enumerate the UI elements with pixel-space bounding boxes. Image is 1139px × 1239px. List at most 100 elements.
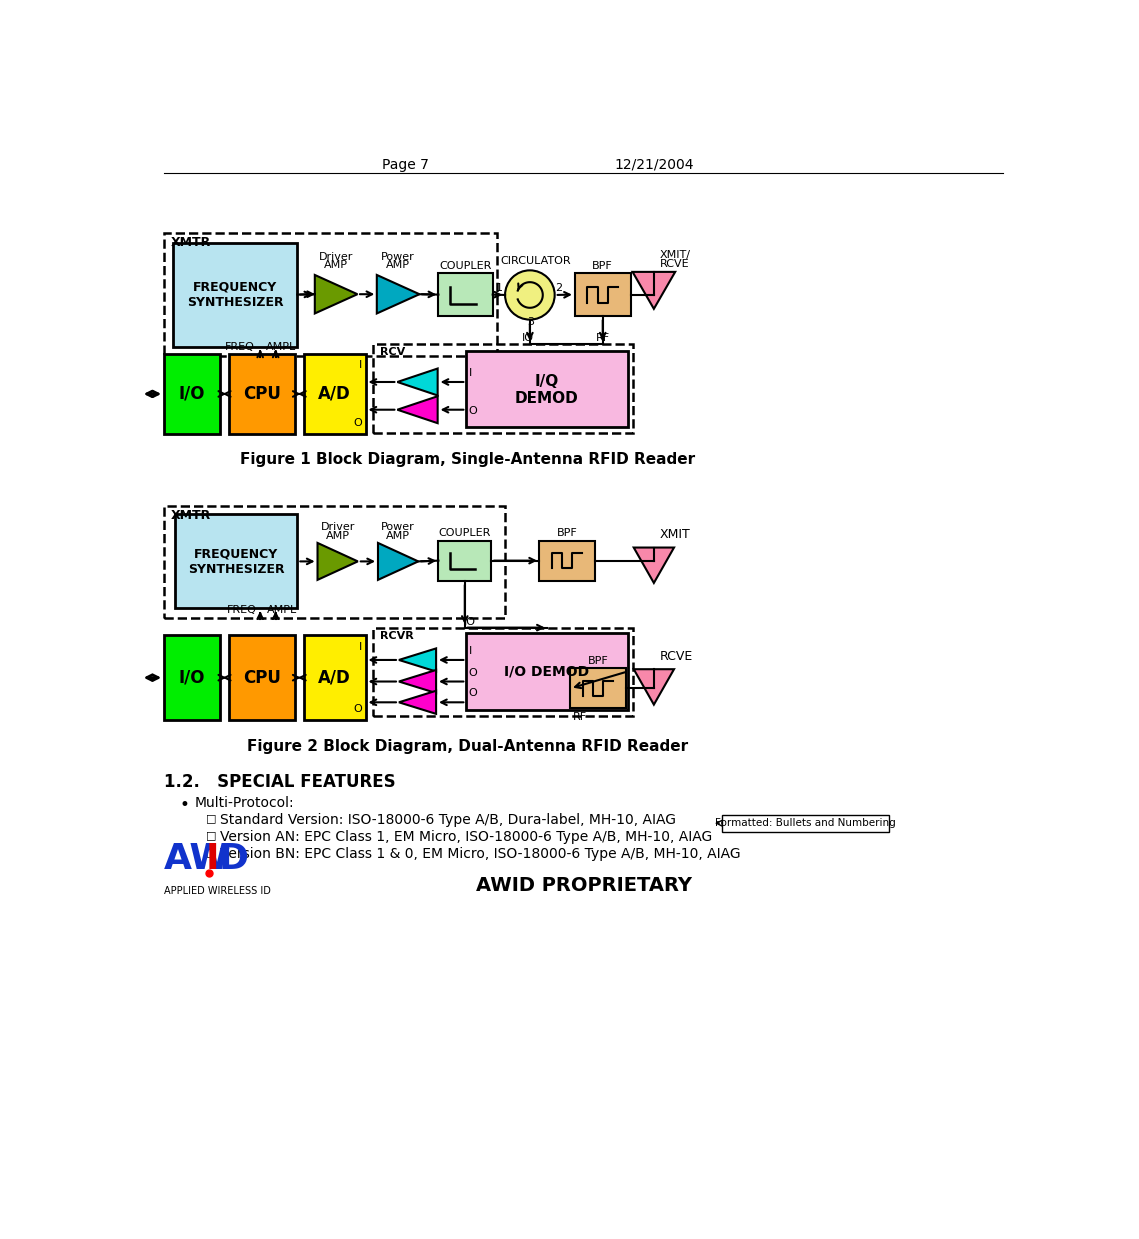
Bar bbox=[575, 274, 631, 316]
Text: Power: Power bbox=[382, 252, 415, 261]
Text: BPF: BPF bbox=[592, 261, 613, 271]
Text: □: □ bbox=[206, 847, 216, 857]
Text: I/O: I/O bbox=[179, 385, 205, 403]
Text: I: I bbox=[359, 642, 362, 652]
Bar bbox=[571, 668, 626, 709]
Polygon shape bbox=[398, 368, 437, 395]
Text: RCVR: RCVR bbox=[379, 631, 413, 641]
Text: I/O DEMOD: I/O DEMOD bbox=[505, 664, 590, 679]
Text: 1.2.   SPECIAL FEATURES: 1.2. SPECIAL FEATURES bbox=[164, 773, 395, 792]
Bar bbox=[164, 636, 220, 720]
Text: FREQUENCY: FREQUENCY bbox=[194, 548, 278, 560]
Text: COUPLER: COUPLER bbox=[440, 261, 492, 271]
Text: AMP: AMP bbox=[386, 260, 410, 270]
Text: I: I bbox=[468, 646, 472, 657]
Text: I/Q: I/Q bbox=[535, 374, 559, 389]
Text: RCVE: RCVE bbox=[661, 650, 694, 663]
Bar bbox=[466, 633, 628, 710]
Text: 12/21/2004: 12/21/2004 bbox=[614, 157, 694, 172]
Polygon shape bbox=[633, 548, 674, 584]
Polygon shape bbox=[633, 669, 674, 705]
Text: AMP: AMP bbox=[325, 260, 349, 270]
Text: RCV: RCV bbox=[379, 347, 404, 357]
Text: SYNTHESIZER: SYNTHESIZER bbox=[187, 296, 284, 309]
Text: AMP: AMP bbox=[386, 530, 410, 540]
Text: RF: RF bbox=[596, 333, 609, 343]
Polygon shape bbox=[378, 543, 418, 580]
Text: I/O: I/O bbox=[179, 669, 205, 686]
Text: CPU: CPU bbox=[243, 669, 281, 686]
Text: CIRCULATOR: CIRCULATOR bbox=[500, 255, 571, 265]
Bar bbox=[164, 353, 220, 435]
Text: BPF: BPF bbox=[557, 528, 577, 538]
Text: Version AN: EPC Class 1, EM Micro, ISO-18000-6 Type A/B, MH-10, AIAG: Version AN: EPC Class 1, EM Micro, ISO-1… bbox=[220, 830, 712, 844]
Text: IO: IO bbox=[464, 617, 476, 627]
Text: •: • bbox=[180, 797, 189, 814]
Text: IO: IO bbox=[523, 333, 534, 343]
Text: RCVE: RCVE bbox=[661, 259, 690, 269]
Bar bbox=[539, 540, 595, 581]
Polygon shape bbox=[632, 271, 675, 309]
Polygon shape bbox=[377, 275, 419, 313]
Text: Page 7: Page 7 bbox=[383, 157, 429, 172]
Text: XMTR: XMTR bbox=[170, 509, 211, 522]
Text: SYNTHESIZER: SYNTHESIZER bbox=[188, 563, 285, 576]
Bar bbox=[173, 243, 297, 347]
Text: □: □ bbox=[206, 830, 216, 840]
Text: Figure 2 Block Diagram, Dual-Antenna RFID Reader: Figure 2 Block Diagram, Dual-Antenna RFI… bbox=[247, 738, 688, 753]
Bar bbox=[175, 514, 297, 608]
Bar bbox=[722, 815, 888, 831]
Text: FREQ: FREQ bbox=[227, 605, 257, 615]
Bar bbox=[304, 636, 366, 720]
Text: O: O bbox=[468, 689, 477, 699]
Text: AMPL: AMPL bbox=[268, 605, 297, 615]
Polygon shape bbox=[399, 648, 436, 672]
Circle shape bbox=[505, 270, 555, 320]
Bar bbox=[164, 233, 498, 356]
Bar bbox=[466, 351, 628, 426]
Polygon shape bbox=[314, 275, 358, 313]
Bar bbox=[229, 353, 295, 435]
Text: Figure 1 Block Diagram, Single-Antenna RFID Reader: Figure 1 Block Diagram, Single-Antenna R… bbox=[240, 452, 696, 467]
Polygon shape bbox=[318, 543, 358, 580]
Text: O: O bbox=[468, 406, 477, 416]
Text: XMIT/: XMIT/ bbox=[661, 249, 691, 259]
Text: COUPLER: COUPLER bbox=[439, 528, 491, 538]
Text: O: O bbox=[468, 668, 477, 678]
Polygon shape bbox=[398, 396, 437, 424]
Text: AW: AW bbox=[164, 841, 230, 876]
Text: A/D: A/D bbox=[318, 669, 351, 686]
Text: BPF: BPF bbox=[588, 657, 608, 667]
Text: Formatted: Bullets and Numbering: Formatted: Bullets and Numbering bbox=[714, 818, 895, 828]
Text: AMP: AMP bbox=[326, 530, 350, 540]
Text: XMTR: XMTR bbox=[170, 235, 211, 249]
Text: I: I bbox=[468, 368, 472, 378]
Polygon shape bbox=[399, 670, 436, 693]
Bar bbox=[374, 344, 633, 432]
Text: AMPL: AMPL bbox=[265, 342, 296, 352]
Text: I: I bbox=[206, 841, 220, 876]
Text: RF: RF bbox=[573, 711, 588, 721]
Text: 1: 1 bbox=[495, 282, 502, 292]
Text: Driver: Driver bbox=[320, 522, 355, 532]
Text: A/D: A/D bbox=[318, 385, 351, 403]
Bar bbox=[374, 628, 633, 716]
Text: 3: 3 bbox=[527, 317, 534, 327]
Polygon shape bbox=[399, 691, 436, 714]
Text: FREQUENCY: FREQUENCY bbox=[194, 280, 278, 294]
Bar bbox=[164, 506, 505, 617]
Text: Multi-Protocol:: Multi-Protocol: bbox=[195, 797, 295, 810]
Bar bbox=[439, 540, 491, 581]
Text: FREQ: FREQ bbox=[224, 342, 255, 352]
Text: XMIT: XMIT bbox=[661, 528, 691, 541]
Bar bbox=[229, 636, 295, 720]
Text: I: I bbox=[359, 361, 362, 370]
Text: Driver: Driver bbox=[319, 252, 353, 261]
Text: □: □ bbox=[206, 813, 216, 823]
Text: O: O bbox=[354, 704, 362, 714]
Text: 2: 2 bbox=[556, 282, 563, 292]
Text: O: O bbox=[354, 419, 362, 429]
Text: Standard Version: ISO-18000-6 Type A/B, Dura-label, MH-10, AIAG: Standard Version: ISO-18000-6 Type A/B, … bbox=[220, 813, 675, 828]
Text: AWID PROPRIETARY: AWID PROPRIETARY bbox=[476, 876, 693, 895]
Text: Power: Power bbox=[382, 522, 415, 532]
